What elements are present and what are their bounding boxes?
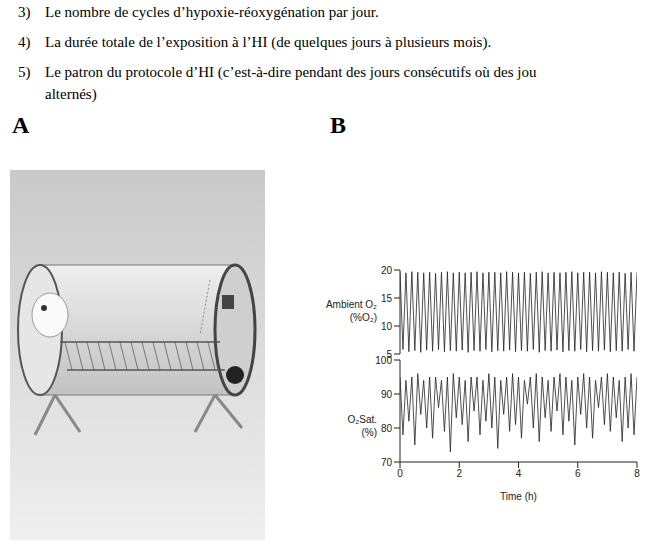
svg-text:4: 4 [516,468,522,479]
svg-text:10: 10 [381,321,393,332]
svg-text:8: 8 [634,468,640,479]
html-text:alternés): alternés) [45,86,97,102]
svg-text:20: 20 [381,265,393,276]
svg-text:2: 2 [456,468,462,479]
html-text:La durée totale de l’expositio: La durée totale de l’exposition à l’HI (… [45,34,492,50]
html-text:B: B [330,112,346,138]
svg-text:90: 90 [381,389,393,400]
html-text:5): 5) [18,64,31,80]
svg-text:0: 0 [397,468,403,479]
html-text:(%O₂): (%O₂) [349,312,377,323]
html-text:A: A [12,112,30,138]
html-text:Ambient O₂: Ambient O₂ [325,299,377,310]
svg-text:Time (h): Time (h) [500,491,537,502]
html-text:3): 3) [18,4,31,20]
svg-text:100: 100 [375,355,392,366]
svg-text:80: 80 [381,423,393,434]
html-text:O₂Sat.: O₂Sat. [347,414,377,425]
html-text:Le patron du protocole d’HI (c: Le patron du protocole d’HI (c’est-à-dir… [45,64,537,80]
svg-text:70: 70 [381,457,393,468]
svg-text:6: 6 [575,468,581,479]
html-text:4): 4) [18,34,31,50]
html-text:Le nombre de cycles d’hypoxie-: Le nombre de cycles d’hypoxie-réoxygénat… [45,4,379,20]
svg-text:15: 15 [381,293,393,304]
